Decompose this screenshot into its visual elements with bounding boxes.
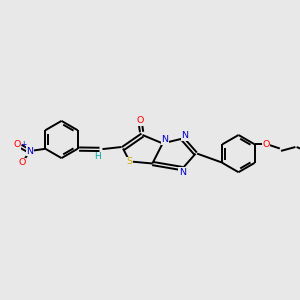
- Text: +: +: [21, 140, 27, 149]
- Text: O: O: [262, 140, 270, 149]
- Text: S: S: [126, 158, 132, 166]
- Text: N: N: [26, 147, 33, 156]
- Text: H: H: [94, 152, 101, 161]
- Text: N: N: [181, 131, 188, 140]
- Text: O: O: [19, 158, 26, 167]
- Text: N: N: [179, 168, 186, 177]
- Text: O: O: [14, 140, 21, 149]
- Text: O: O: [136, 116, 144, 125]
- Text: N: N: [161, 135, 169, 144]
